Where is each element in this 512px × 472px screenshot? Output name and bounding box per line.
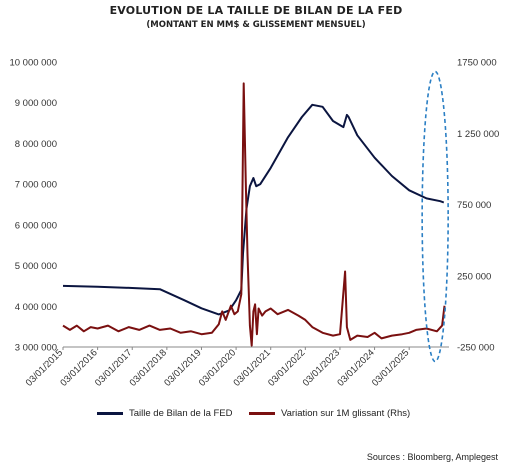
y-left-tick-label: 3 000 000 [15, 343, 57, 354]
y-right-tick-label: 750 000 [457, 200, 491, 211]
highlight-ellipse [421, 70, 449, 363]
legend-label-monthly-variation: Variation sur 1M glissant (Rhs) [281, 408, 411, 419]
y-left-tick-label: 6 000 000 [15, 220, 57, 231]
chart-legend: Taille de Bilan de la FED Variation sur … [0, 408, 512, 422]
legend-item-monthly-variation: Variation sur 1M glissant (Rhs) [249, 408, 410, 419]
series-line-balance-sheet [62, 103, 445, 316]
series-line-monthly-variation [62, 82, 446, 347]
y-left-tick-label: 9 000 000 [15, 98, 57, 109]
legend-swatch-monthly-variation [249, 412, 275, 415]
y-left-tick-label: 4 000 000 [15, 302, 57, 313]
legend-swatch-balance-sheet [97, 412, 123, 415]
source-note: Sources : Bloomberg, Amplegest [366, 452, 498, 462]
y-left-tick-label: 8 000 000 [15, 139, 57, 150]
legend-item-balance-sheet: Taille de Bilan de la FED [97, 408, 233, 419]
y-right-tick-label: -250 000 [457, 343, 495, 354]
y-right-tick-label: 1750 000 [457, 58, 497, 69]
legend-label-balance-sheet: Taille de Bilan de la FED [129, 408, 233, 419]
y-left-tick-label: 5 000 000 [15, 261, 57, 272]
y-left-tick-label: 10 000 000 [9, 58, 57, 69]
y-right-tick-label: 250 000 [457, 271, 491, 282]
y-right-tick-label: 1 250 000 [457, 129, 499, 140]
chart-title: EVOLUTION DE LA TAILLE DE BILAN DE LA FE… [109, 4, 403, 17]
y-left-tick-label: 7 000 000 [15, 180, 57, 191]
x-tick-label: 03/01/2025 [370, 347, 411, 388]
chart-subtitle: (MONTANT EN MM$ & GLISSEMENT MENSUEL) [146, 20, 366, 30]
